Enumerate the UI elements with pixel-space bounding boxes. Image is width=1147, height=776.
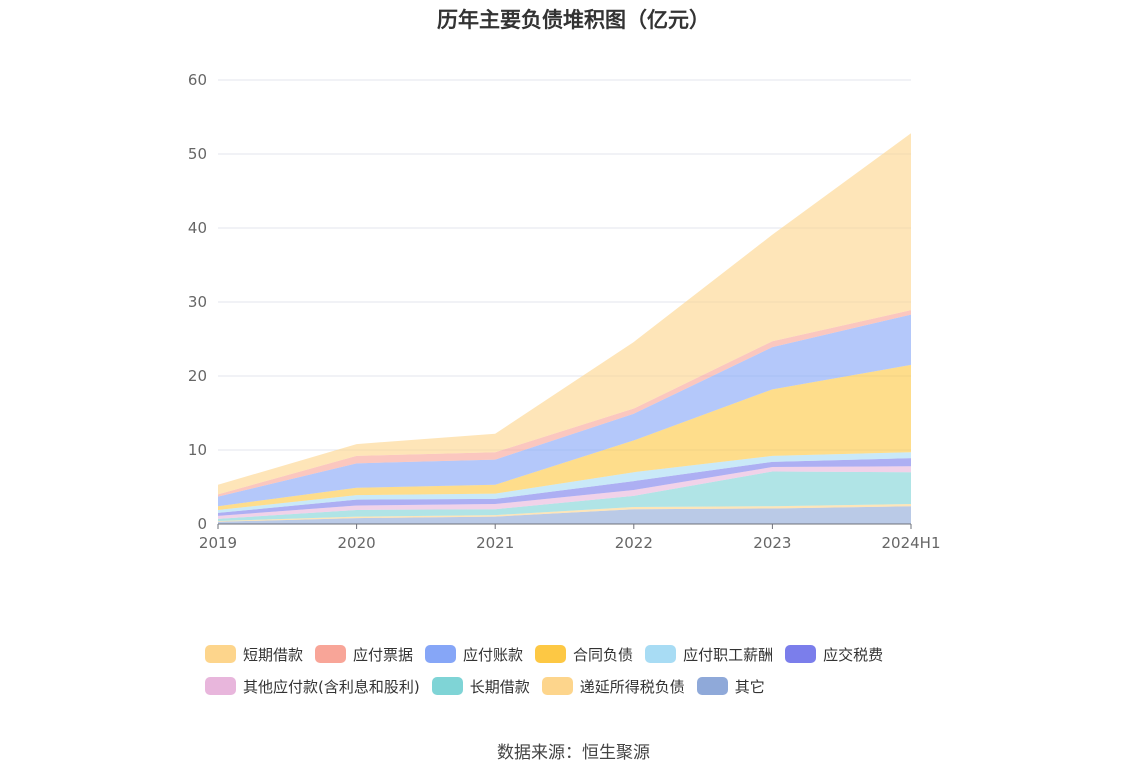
grid-lines <box>218 79 911 451</box>
legend-swatch <box>315 645 347 663</box>
legend-label: 长期借款 <box>469 677 530 696</box>
area-递延所得税负债 <box>218 504 911 522</box>
legend-label: 其它 <box>734 677 765 696</box>
legend-row-2: 其他应付款(含利息和股利) 长期借款 递延所得税负债 其它 <box>205 670 965 702</box>
area-应付票据 <box>218 310 911 497</box>
x-tick-label: 2020 <box>338 534 376 552</box>
legend-item[interactable]: 应交税费 <box>785 644 883 665</box>
area-应交税费 <box>218 458 911 516</box>
area-其他应付款(含利息和股利) <box>218 466 911 519</box>
legend-item[interactable]: 其他应付款(含利息和股利) <box>205 676 420 697</box>
legend-row-1: 短期借款 应付票据 应付账款 合同负债 应付职工薪酬 应交税费 <box>205 638 965 670</box>
legend-item[interactable]: 应付票据 <box>315 644 413 665</box>
area-应付账款 <box>218 314 911 507</box>
legend-swatch <box>541 677 573 695</box>
legend-label: 其他应付款(含利息和股利) <box>243 677 420 696</box>
legend-label: 短期借款 <box>243 645 304 664</box>
legend-item[interactable]: 应付职工薪酬 <box>645 644 773 665</box>
legend-label: 递延所得税负债 <box>579 677 685 696</box>
legend-swatch <box>645 645 677 663</box>
legend-item[interactable]: 合同负债 <box>535 644 633 665</box>
area-series <box>218 133 911 524</box>
legend: 短期借款 应付票据 应付账款 合同负债 应付职工薪酬 应交税费 其他应付款(含利息和股利)… <box>205 638 965 702</box>
legend-swatch <box>205 677 236 695</box>
legend-item[interactable]: 其它 <box>696 676 765 697</box>
legend-label: 应交税费 <box>823 645 884 664</box>
legend-swatch <box>425 645 457 663</box>
x-tick-label: 2022 <box>615 534 653 552</box>
chart-title: 历年主要负债堆积图（亿元） <box>437 8 710 32</box>
legend-label: 应付职工薪酬 <box>683 645 774 664</box>
y-tick-label: 10 <box>188 441 207 459</box>
legend-label: 合同负债 <box>573 645 634 664</box>
source-note: 数据来源：恒生聚源 <box>497 743 650 763</box>
axes: 0 10 20 30 40 50 60 2019 2020 2021 2022 2023 2024H1 <box>188 71 941 552</box>
x-tick-label: 2021 <box>476 534 514 552</box>
stacked-area-chart: 0 10 20 30 40 50 60 2019 2020 2021 2022 2023 2024H1 <box>188 71 941 552</box>
y-tick-label: 0 <box>197 515 207 533</box>
legend-item[interactable]: 递延所得税负债 <box>541 676 685 697</box>
y-tick-label: 40 <box>188 219 207 237</box>
legend-item[interactable]: 长期借款 <box>431 676 530 697</box>
legend-swatch <box>431 677 463 695</box>
legend-item[interactable]: 应付账款 <box>425 644 523 665</box>
legend-item[interactable]: 短期借款 <box>205 644 303 665</box>
y-tick-label: 60 <box>188 71 207 89</box>
y-tick-label: 30 <box>188 293 207 311</box>
area-其它 <box>218 506 911 524</box>
y-tick-label: 20 <box>188 367 207 385</box>
y-tick-label: 50 <box>188 145 207 163</box>
area-长期借款 <box>218 471 911 522</box>
legend-swatch <box>535 645 567 663</box>
legend-swatch <box>785 645 817 663</box>
x-tick-label: 2019 <box>199 534 237 552</box>
legend-swatch <box>205 645 236 663</box>
area-应付职工薪酬 <box>218 452 911 513</box>
area-合同负债 <box>218 364 911 510</box>
x-tick-label: 2024H1 <box>882 534 941 552</box>
legend-label: 应付账款 <box>463 645 524 664</box>
x-tick-label: 2023 <box>753 534 791 552</box>
legend-label: 应付票据 <box>353 645 414 664</box>
area-短期借款 <box>218 133 911 495</box>
legend-swatch <box>696 677 728 695</box>
